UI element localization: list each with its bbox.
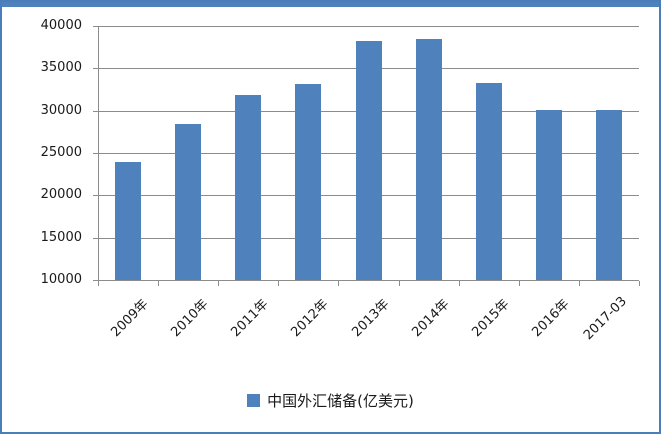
legend-label: 中国外汇储备(亿美元): [267, 392, 414, 410]
bar: [476, 83, 502, 280]
x-axis-tick: [459, 281, 460, 286]
bar: [416, 39, 442, 280]
y-axis-line: [98, 26, 99, 281]
x-axis-tick-label: 2013年: [349, 296, 393, 341]
x-axis-tick: [278, 281, 279, 286]
y-axis-tick-label: 30000: [40, 103, 82, 118]
bar: [175, 124, 201, 280]
x-axis-tick: [98, 281, 99, 286]
x-axis-tick-label: 2015年: [469, 296, 513, 341]
y-axis-tick-label: 15000: [40, 230, 82, 245]
y-axis-tick-label: 35000: [40, 60, 82, 75]
y-gridline: [93, 280, 639, 281]
x-axis-tick: [218, 281, 219, 286]
bar: [115, 162, 141, 280]
legend: 中国外汇储备(亿美元): [2, 390, 659, 411]
x-axis-tick: [519, 281, 520, 286]
legend-swatch: [247, 394, 261, 407]
x-axis-tick: [158, 281, 159, 286]
y-axis-tick-label: 40000: [40, 18, 82, 33]
x-axis-tick-label: 2012年: [288, 296, 332, 341]
x-axis-tick-label: 2014年: [409, 296, 453, 341]
x-axis-tick: [639, 281, 640, 286]
y-axis-tick-label: 20000: [40, 187, 82, 202]
x-axis-tick-label: 2017-03: [580, 294, 630, 344]
x-axis-tick: [399, 281, 400, 286]
y-gridline: [93, 26, 639, 27]
bar: [235, 95, 261, 280]
x-axis-tick: [338, 281, 339, 286]
top-accent-bar: [2, 2, 659, 7]
bar: [295, 84, 321, 280]
y-axis-tick-label: 10000: [40, 272, 82, 287]
x-axis-tick-label: 2009年: [108, 296, 152, 341]
bar: [536, 110, 562, 280]
bar: [356, 41, 382, 280]
x-axis-tick: [579, 281, 580, 286]
x-axis-tick-label: 2010年: [168, 296, 212, 341]
y-axis-tick-label: 25000: [40, 145, 82, 160]
x-axis-tick-label: 2011年: [228, 296, 272, 341]
x-axis-tick-label: 2016年: [529, 296, 573, 341]
bar: [596, 110, 622, 280]
